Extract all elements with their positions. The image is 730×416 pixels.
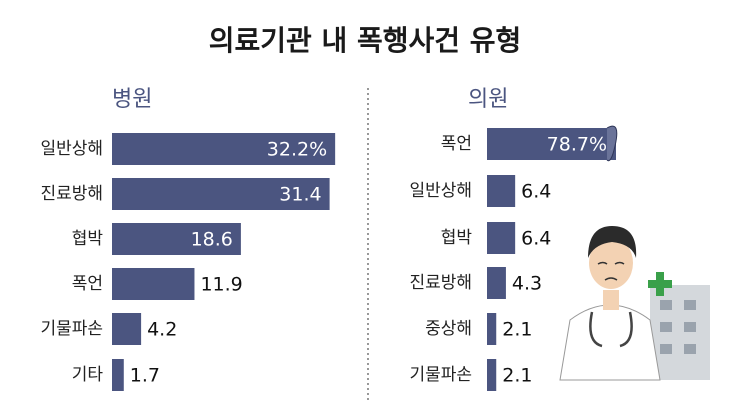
value-label: 1.7: [130, 365, 160, 387]
category-label: 일반상해: [40, 139, 103, 159]
value-label: 31.4: [279, 184, 321, 206]
bar: [487, 128, 616, 160]
chart-title: 의료기관 내 폭행사건 유형: [209, 24, 522, 57]
panel-title: 의원: [468, 87, 508, 112]
bar: [487, 267, 506, 299]
illustration: [559, 226, 710, 381]
value-label: 78.7%: [547, 134, 607, 156]
bar: [487, 175, 516, 207]
bar: [487, 222, 516, 254]
category-label: 중상해: [425, 319, 472, 339]
bar: [112, 313, 142, 345]
category-label: 진료방해: [40, 184, 103, 204]
bar: [112, 133, 336, 165]
bar: [112, 268, 195, 300]
value-label: 4.3: [512, 273, 542, 295]
value-label: 32.2%: [267, 139, 327, 161]
bar: [112, 178, 330, 210]
value-label: 4.2: [147, 319, 177, 341]
category-label: 협박: [72, 229, 104, 249]
bar-break: [606, 125, 618, 162]
bars: [112, 133, 336, 391]
bars: [487, 128, 616, 391]
bar: [112, 223, 241, 255]
category-label: 기타: [72, 365, 104, 385]
value-label: 2.1: [502, 365, 532, 387]
bar: [112, 359, 124, 391]
bar: [487, 313, 497, 345]
category-label: 기물파손: [409, 365, 472, 385]
bar: [487, 359, 497, 391]
category-label: 폭언: [72, 274, 103, 294]
value-label: 6.4: [521, 228, 551, 250]
value-label: 18.6: [191, 229, 233, 251]
category-label: 일반상해: [409, 181, 472, 201]
value-label: 6.4: [521, 181, 551, 203]
value-label: 11.9: [200, 274, 242, 296]
value-label: 2.1: [502, 319, 532, 341]
category-label: 진료방해: [409, 273, 472, 293]
panel-title: 병원: [112, 87, 152, 112]
category-label: 폭언: [441, 134, 472, 154]
category-label: 협박: [441, 228, 473, 248]
category-label: 기물파손: [40, 319, 103, 339]
